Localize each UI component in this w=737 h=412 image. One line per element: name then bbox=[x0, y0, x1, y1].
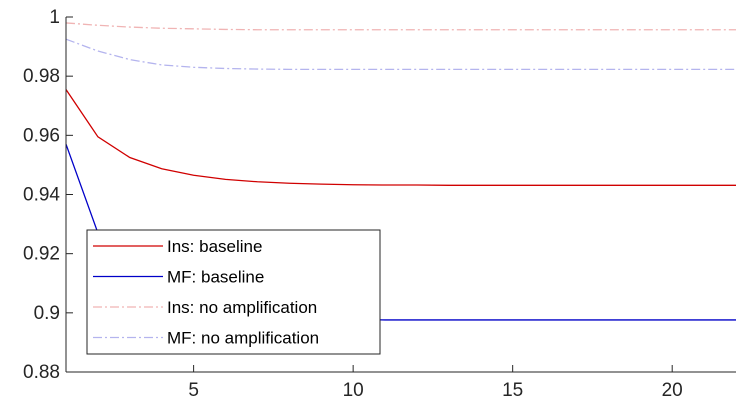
legend-entry-label: MF: no amplification bbox=[167, 329, 319, 348]
y-tick-label: 0.9 bbox=[34, 303, 60, 324]
y-tick-label: 0.92 bbox=[23, 244, 60, 265]
legend-entry-label: MF: baseline bbox=[167, 268, 264, 287]
x-tick-label: 15 bbox=[502, 380, 523, 401]
legend-entry-label: Ins: no amplification bbox=[167, 298, 317, 317]
legend: Ins: baseline MF: baseline Ins: no amplifi… bbox=[86, 229, 381, 355]
y-tick-label: 0.96 bbox=[23, 125, 60, 146]
x-tick-label: 5 bbox=[188, 380, 199, 401]
series-line-3 bbox=[65, 22, 736, 31]
series-line-1 bbox=[65, 89, 736, 186]
y-tick-label: 0.88 bbox=[23, 362, 60, 383]
y-tick-label: 1 bbox=[49, 7, 60, 28]
legend-entry-label: Ins: baseline bbox=[167, 237, 262, 256]
y-tick-label: 0.94 bbox=[23, 185, 60, 206]
series-line-4 bbox=[65, 38, 736, 71]
legend-box bbox=[86, 229, 381, 355]
y-tick-label: 0.98 bbox=[23, 66, 60, 87]
x-tick-label: 20 bbox=[662, 380, 683, 401]
x-tick-label: 10 bbox=[343, 380, 364, 401]
